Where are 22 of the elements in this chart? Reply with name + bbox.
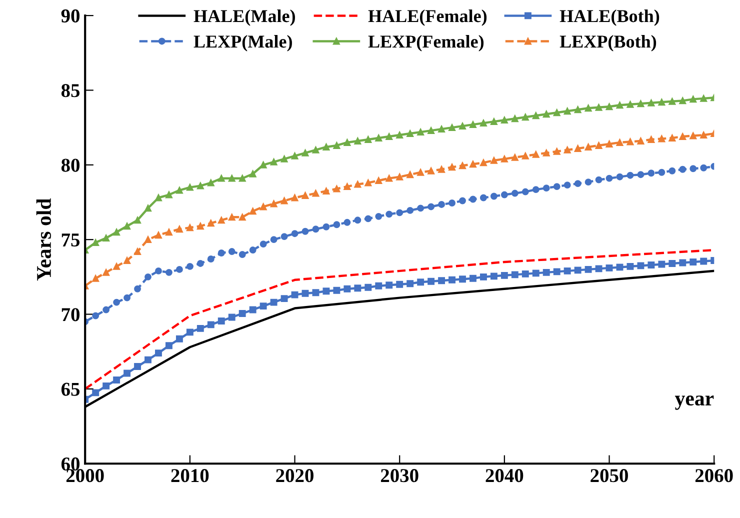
x-axis-title: year bbox=[674, 395, 714, 410]
y-tick-label: 75 bbox=[62, 234, 80, 247]
x-tick-label: 2060 bbox=[695, 469, 733, 482]
y-axis-title: Years old bbox=[36, 198, 52, 281]
legend-label: HALE(Female) bbox=[368, 9, 487, 26]
y-tick-label: 60 bbox=[61, 457, 80, 471]
x-tick-label: 2040 bbox=[486, 469, 524, 482]
y-tick-label: 85 bbox=[61, 84, 80, 98]
x-tick-label: 2030 bbox=[380, 469, 418, 482]
x-tick-label: 2010 bbox=[171, 469, 209, 482]
legend-label: LEXP(Male) bbox=[194, 35, 292, 52]
legend-label: HALE(Male) bbox=[194, 9, 295, 26]
y-tick-label: 90 bbox=[61, 9, 80, 22]
y-tick-label: 80 bbox=[61, 158, 80, 172]
y-tick-label: 70 bbox=[62, 308, 80, 322]
x-tick-label: 2050 bbox=[590, 469, 628, 482]
legend-label: HALE(Both) bbox=[560, 9, 660, 26]
y-tick-label: 65 bbox=[61, 382, 80, 396]
legend-label: LEXP(Both) bbox=[560, 35, 656, 52]
legend-label: LEXP(Female) bbox=[368, 35, 484, 52]
x-tick-label: 2000 bbox=[66, 469, 104, 482]
x-tick-label: 2020 bbox=[276, 469, 314, 482]
